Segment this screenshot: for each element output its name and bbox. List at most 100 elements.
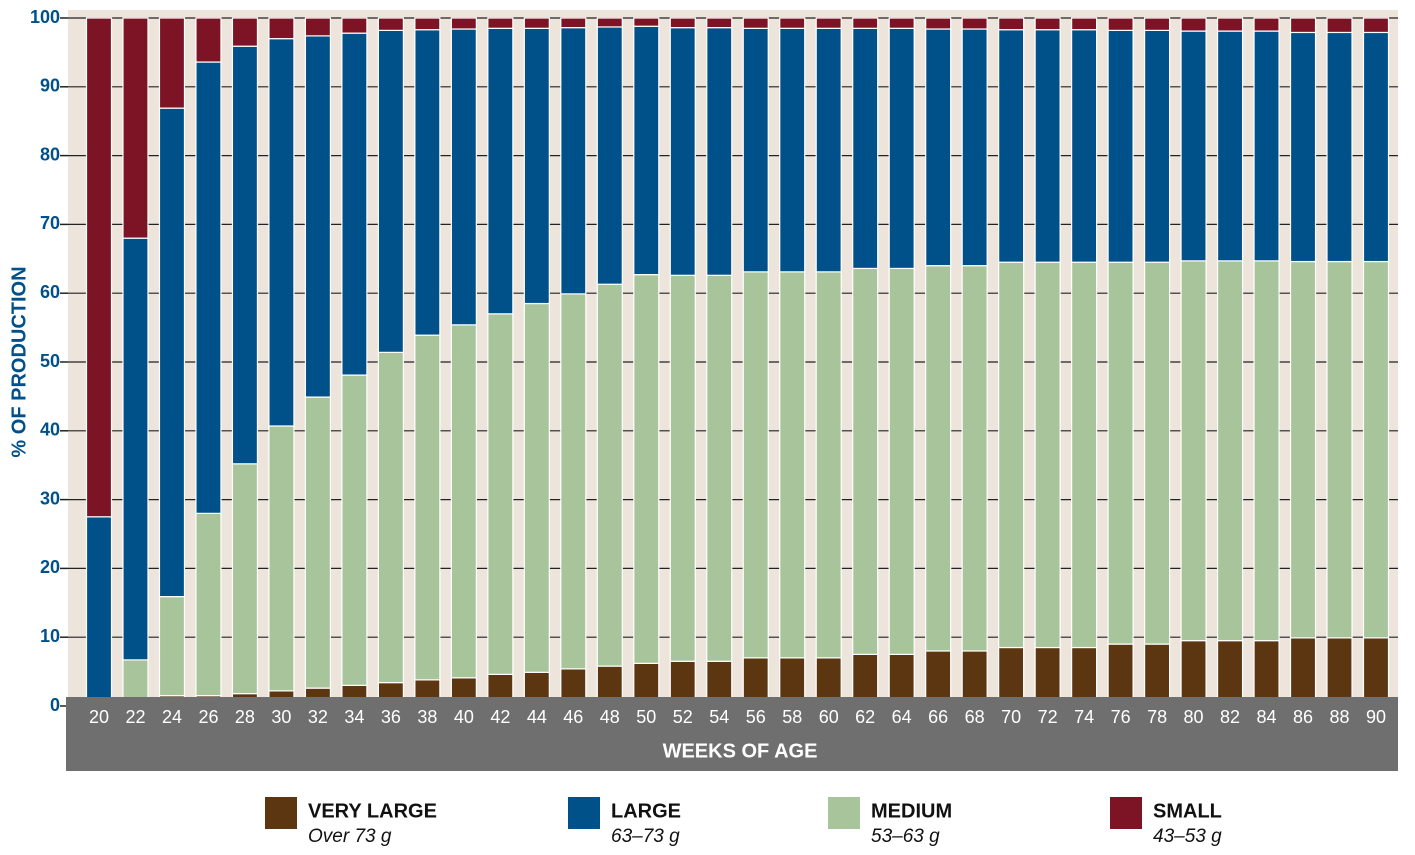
bar-segment xyxy=(961,650,988,707)
bar-segment xyxy=(1107,17,1134,31)
bar-segment xyxy=(1326,637,1353,707)
x-tick-label: 48 xyxy=(600,707,620,727)
legend-swatch xyxy=(265,797,297,829)
bar-segment xyxy=(1071,29,1098,263)
bar-segment xyxy=(925,265,952,652)
bar-segment xyxy=(450,324,477,679)
bar-segment xyxy=(231,17,259,47)
bar-segment xyxy=(85,17,113,518)
x-tick-label: 82 xyxy=(1220,707,1240,727)
y-tick-label: 90 xyxy=(40,76,60,96)
bar-segment xyxy=(1071,17,1098,31)
bar-segment xyxy=(1253,260,1280,642)
y-tick-label: 100 xyxy=(30,7,60,27)
bar-segment xyxy=(1143,29,1171,263)
x-tick-label: 40 xyxy=(454,707,474,727)
legend-range: Over 73 g xyxy=(308,826,392,847)
bar-segment xyxy=(1143,17,1171,31)
bar-segment xyxy=(195,512,222,697)
bar-segment xyxy=(596,283,623,667)
bar-segment xyxy=(523,17,550,29)
bar-segment xyxy=(1289,17,1317,34)
bar-segment xyxy=(596,17,623,28)
bar-segment xyxy=(1216,30,1244,262)
legend-label: LARGE xyxy=(611,800,681,822)
bar-segment xyxy=(706,27,733,276)
x-tick-label: 56 xyxy=(746,707,766,727)
bar-segment xyxy=(779,271,806,659)
y-tick-label: 20 xyxy=(40,557,60,577)
bar-segment xyxy=(304,396,332,689)
bar-segment xyxy=(1034,29,1061,263)
bar-segment xyxy=(1216,640,1244,707)
bar-segment xyxy=(450,17,477,30)
bar-segment xyxy=(304,17,332,37)
bar-segment xyxy=(1107,643,1134,707)
bar-segment xyxy=(377,29,404,353)
bar-segment xyxy=(742,17,769,29)
bar-segment xyxy=(122,237,149,661)
x-tick-label: 76 xyxy=(1111,707,1131,727)
bar-segment xyxy=(779,17,806,29)
y-tick-label: 80 xyxy=(40,144,60,164)
bar-segment xyxy=(669,274,696,662)
bar-segment xyxy=(414,29,441,336)
bar-segment xyxy=(596,26,623,285)
bar-segment xyxy=(1289,260,1317,639)
x-tick-label: 80 xyxy=(1184,707,1204,727)
bar-segment xyxy=(925,28,952,267)
bar-segment xyxy=(560,293,587,670)
bar-segment xyxy=(304,35,332,398)
bar-segment xyxy=(1362,637,1390,707)
x-tick-label: 72 xyxy=(1038,707,1058,727)
bar-segment xyxy=(231,45,259,465)
bar-segment xyxy=(961,28,988,267)
bar-segment xyxy=(341,32,368,376)
bar-segment xyxy=(852,27,879,270)
bar-segment xyxy=(1289,637,1317,707)
x-tick-label: 20 xyxy=(89,707,109,727)
bar-segment xyxy=(1107,29,1134,263)
x-tick-label: 88 xyxy=(1329,707,1349,727)
bar-segment xyxy=(815,27,842,273)
x-tick-label: 84 xyxy=(1257,707,1277,727)
bar-segment xyxy=(1143,643,1171,707)
bar-segment xyxy=(1180,17,1207,32)
bar-segment xyxy=(158,107,186,598)
bar-segment xyxy=(158,596,186,697)
x-tick-label: 74 xyxy=(1074,707,1094,727)
bar-segment xyxy=(633,17,660,27)
bar-segment xyxy=(341,374,368,686)
bar-segment xyxy=(669,17,696,29)
bar-segment xyxy=(158,17,186,109)
bar-segment xyxy=(268,425,295,692)
bar-segment xyxy=(523,27,550,305)
bar-segment xyxy=(998,29,1025,263)
y-tick-label: 30 xyxy=(40,488,60,508)
x-tick-label: 66 xyxy=(928,707,948,727)
bar-segment xyxy=(706,17,733,29)
bar-segment xyxy=(706,274,733,662)
x-tick-label: 36 xyxy=(381,707,401,727)
x-tick-label: 86 xyxy=(1293,707,1313,727)
x-tick-label: 60 xyxy=(819,707,839,727)
bar-segment xyxy=(268,38,295,427)
x-tick-label: 42 xyxy=(490,707,510,727)
x-axis-band xyxy=(66,697,1398,771)
bar-segment xyxy=(815,271,842,659)
bar-segment xyxy=(1253,30,1280,262)
bar-segment xyxy=(925,17,952,30)
x-tick-label: 26 xyxy=(198,707,218,727)
bar-segment xyxy=(633,25,660,276)
x-tick-label: 50 xyxy=(636,707,656,727)
x-tick-label: 58 xyxy=(782,707,802,727)
bar-segment xyxy=(1362,260,1390,639)
x-tick-label: 30 xyxy=(271,707,291,727)
y-tick-label: 70 xyxy=(40,213,60,233)
bar-segment xyxy=(1107,261,1134,645)
bar-segment xyxy=(122,17,149,239)
bar-segment xyxy=(341,17,368,34)
bar-segment xyxy=(377,351,404,684)
bar-segment xyxy=(195,61,222,514)
x-tick-label: 28 xyxy=(235,707,255,727)
